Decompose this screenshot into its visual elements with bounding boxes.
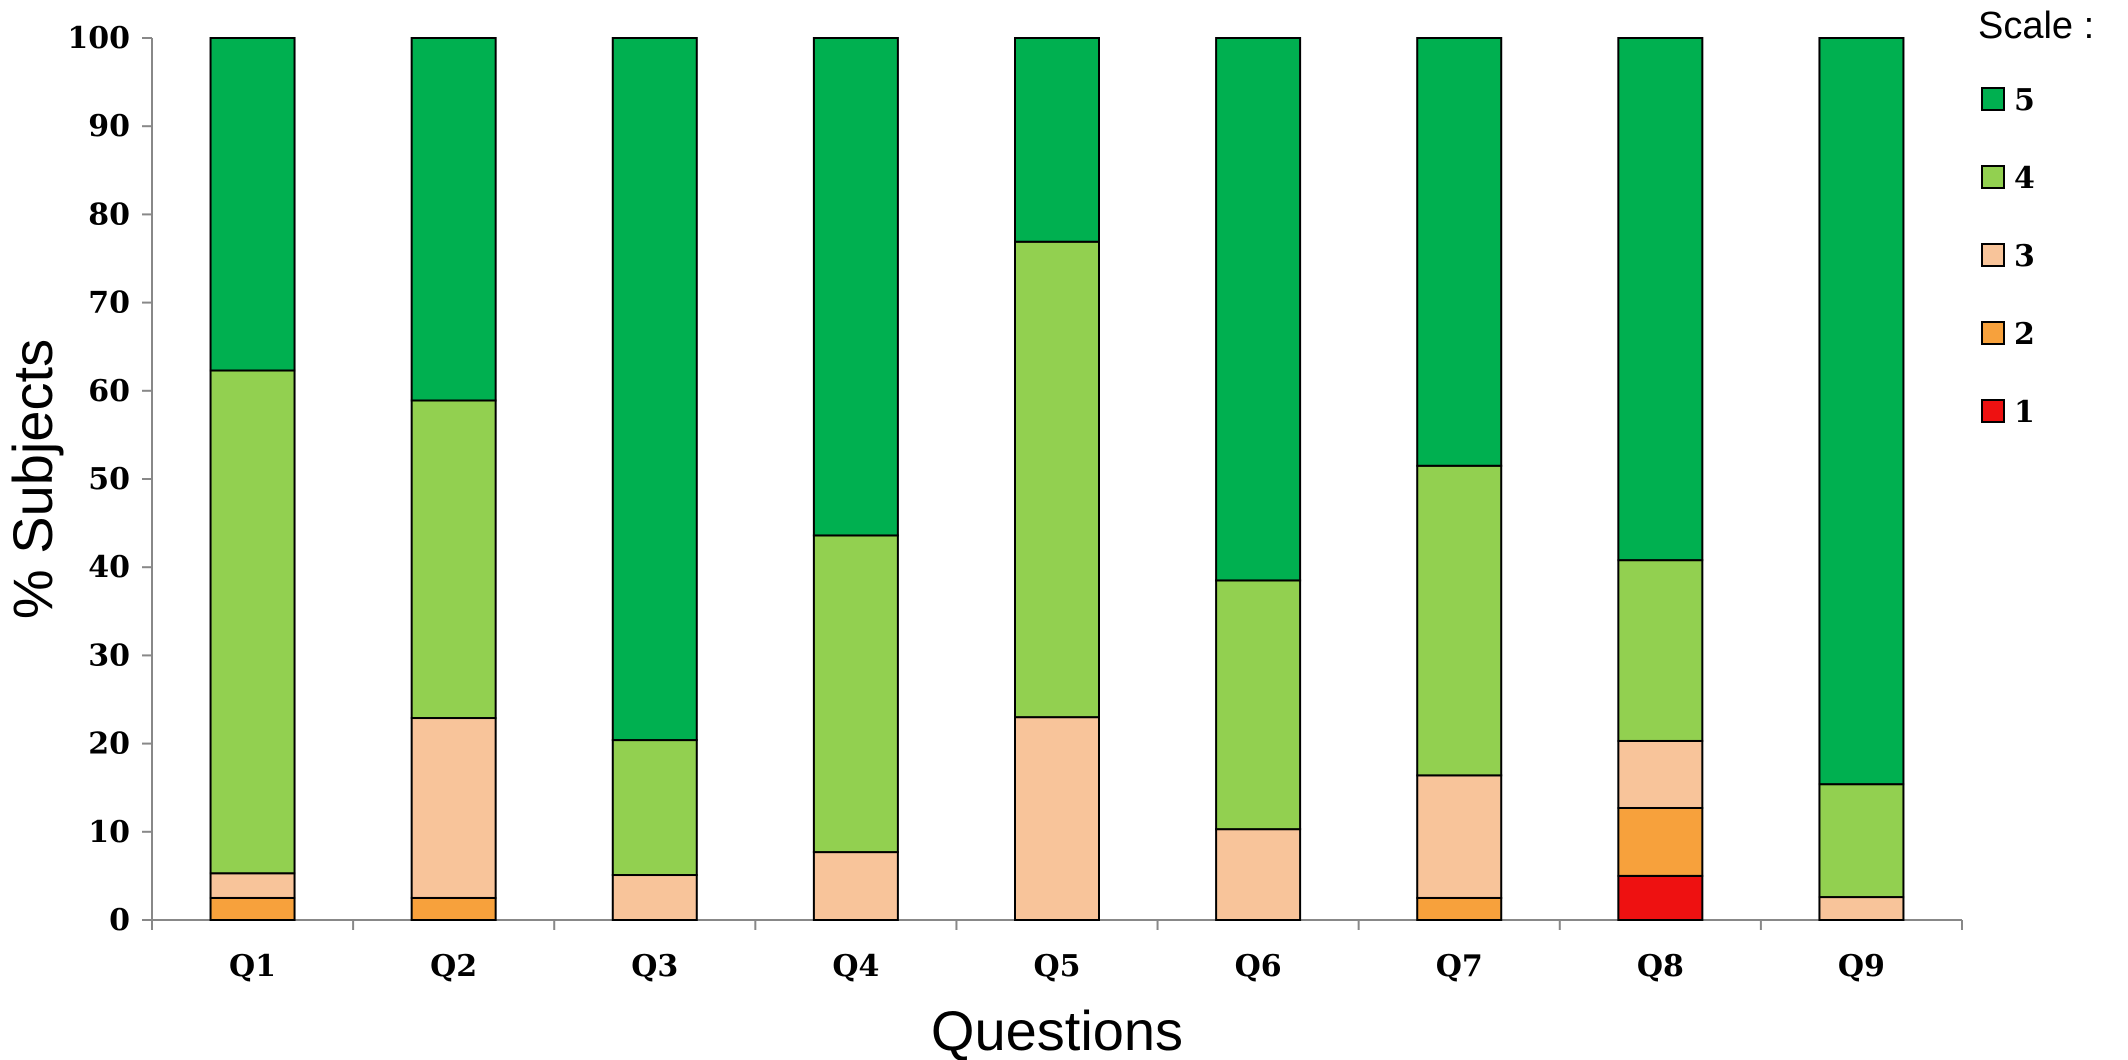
bar-segment-q6-scale-5 [1215,37,1302,582]
y-axis-title: % Subjects [1,339,64,619]
bar-segment-q3-scale-4 [611,739,698,877]
bar-segment-q4-scale-4 [812,534,899,854]
x-category-label: Q6 [1235,949,1282,984]
bar-segment-q8-scale-3 [1617,739,1704,809]
y-tick-label: 10 [88,815,130,850]
x-category-label: Q7 [1436,949,1483,984]
x-category-label: Q8 [1637,949,1684,984]
legend-label-scale-4: 4 [2014,161,2035,196]
bar-segment-q4-scale-3 [812,851,899,921]
y-tick-label: 0 [109,903,130,938]
x-category-label: Q2 [430,949,477,984]
bar-segment-q1-scale-2 [209,896,296,922]
legend-label-scale-3: 3 [2014,239,2035,274]
bar-segment-q2-scale-2 [410,896,497,922]
bar-segment-q4-scale-5 [812,37,899,537]
bar-segment-q6-scale-3 [1215,828,1302,921]
bar-segment-q2-scale-3 [410,717,497,899]
bar-segment-q3-scale-5 [611,37,698,742]
bar-segment-q5-scale-3 [1014,716,1100,922]
x-category-label: Q4 [832,949,879,984]
legend-swatch-scale-5 [1981,87,2005,111]
bar-segment-q7-scale-2 [1416,896,1503,922]
y-tick-label: 30 [88,638,130,673]
x-axis-title: Questions [931,999,1183,1060]
x-category-label: Q9 [1838,949,1885,984]
x-category-label: Q1 [229,949,276,984]
legend-title: Scale : [1978,5,2094,47]
bar-segment-q3-scale-3 [611,874,698,922]
bar-segment-q8-scale-2 [1617,806,1704,877]
bar-segment-q8-scale-1 [1617,874,1704,922]
bar-segment-q7-scale-3 [1416,774,1503,899]
bar-segment-q5-scale-4 [1014,240,1100,719]
bar-segment-q1-scale-3 [209,872,296,899]
legend-swatch-scale-1 [1981,399,2005,423]
y-tick-label: 70 [88,286,130,321]
y-tick-label: 50 [88,462,130,497]
bar-segment-q8-scale-4 [1617,559,1704,742]
y-tick-label: 40 [88,550,130,585]
bar-segment-q7-scale-5 [1416,37,1503,467]
legend-swatch-scale-4 [1981,165,2005,189]
bar-segment-q9-scale-5 [1818,37,1905,786]
bar-segment-q5-scale-5 [1014,37,1100,243]
x-category-label: Q5 [1033,949,1080,984]
bar-segment-q9-scale-4 [1818,783,1905,899]
legend-label-scale-5: 5 [2014,83,2035,118]
y-tick-label: 90 [88,109,130,144]
y-tick-label: 80 [88,197,130,232]
y-tick-label: 100 [67,21,130,56]
bar-segment-q9-scale-3 [1818,896,1905,921]
bar-segment-q6-scale-4 [1215,579,1302,831]
bar-segment-q1-scale-4 [209,369,296,875]
legend-swatch-scale-2 [1981,321,2005,345]
bar-segment-q2-scale-5 [410,37,497,402]
y-tick-label: 20 [88,727,130,762]
bar-segment-q2-scale-4 [410,399,497,720]
bar-segment-q1-scale-5 [209,37,296,372]
bar-segment-q8-scale-5 [1617,37,1704,562]
x-category-label: Q3 [631,949,678,984]
legend-label-scale-2: 2 [2014,317,2035,352]
y-tick-label: 60 [88,374,130,409]
legend-label-scale-1: 1 [2014,395,2035,430]
bar-segment-q7-scale-4 [1416,464,1503,777]
legend-swatch-scale-3 [1981,243,2005,267]
